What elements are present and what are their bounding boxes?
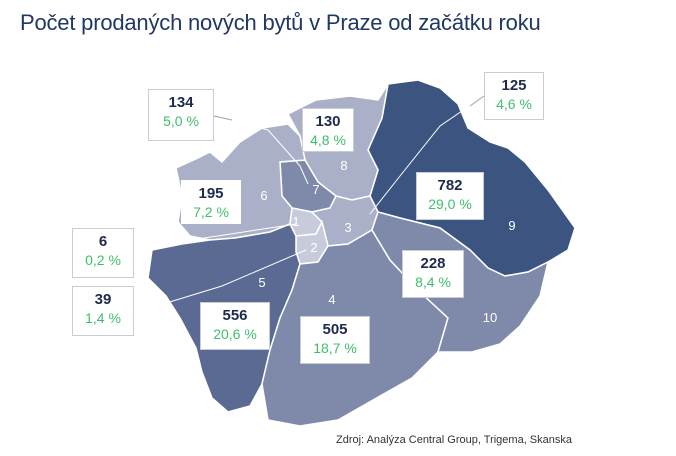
callout-district-6: 195 7,2 %	[181, 180, 241, 224]
callout-district-9: 782 29,0 %	[416, 172, 484, 220]
callout-percent: 0,2 %	[85, 252, 121, 268]
callout-district-8: 130 4,8 %	[302, 108, 354, 152]
callout-district-3: 125 4,6 %	[484, 72, 544, 120]
callout-percent: 4,8 %	[310, 132, 346, 148]
callout-district-5: 556 20,6 %	[200, 302, 270, 350]
callout-count: 228	[420, 255, 446, 272]
district-number-3: 3	[344, 220, 351, 235]
leader-3	[369, 95, 485, 215]
callout-count: 195	[198, 185, 224, 202]
callout-percent: 29,0 %	[428, 196, 472, 212]
callout-district-1: 6 0,2 %	[72, 228, 134, 278]
callout-count: 782	[437, 177, 463, 194]
callout-count: 130	[315, 113, 341, 130]
callout-count: 505	[322, 321, 348, 338]
leader-7-outside	[213, 115, 233, 121]
callout-district-4: 505 18,7 %	[300, 316, 370, 364]
callout-percent: 20,6 %	[213, 326, 257, 342]
callout-percent: 7,2 %	[193, 204, 229, 220]
leader-2	[149, 249, 307, 309]
district-number-1: 1	[292, 214, 299, 229]
district-number-4: 4	[328, 292, 335, 307]
district-number-5: 5	[258, 275, 265, 290]
district-number-7: 7	[312, 182, 319, 197]
callout-count: 556	[222, 307, 248, 324]
source-note: Zdroj: Analýza Central Group, Trigema, S…	[336, 434, 572, 446]
district-number-9: 9	[508, 218, 515, 233]
callout-count: 125	[501, 77, 527, 94]
leader-lines-outside	[213, 95, 485, 121]
callout-percent: 5,0 %	[163, 113, 199, 129]
callout-count: 6	[98, 233, 108, 250]
district-number-8: 8	[340, 158, 347, 173]
callout-percent: 1,4 %	[85, 310, 121, 326]
leader-lines	[149, 95, 485, 309]
district-number-6: 6	[260, 188, 267, 203]
callout-district-10: 228 8,4 %	[402, 250, 464, 298]
district-number-2: 2	[310, 240, 317, 255]
callout-district-2: 39 1,4 %	[72, 286, 134, 336]
callout-count: 134	[168, 94, 194, 111]
callout-percent: 4,6 %	[496, 96, 532, 112]
leader-3-outside	[469, 95, 485, 107]
district-number-10: 10	[483, 310, 497, 325]
callout-percent: 18,7 %	[313, 340, 357, 356]
callout-count: 39	[94, 291, 112, 308]
map-title: Počet prodaných nových bytů v Praze od z…	[20, 10, 541, 35]
leader-7	[213, 115, 309, 185]
leader-1	[151, 223, 297, 247]
callout-district-7: 134 5,0 %	[148, 89, 214, 141]
callout-percent: 8,4 %	[415, 274, 451, 290]
